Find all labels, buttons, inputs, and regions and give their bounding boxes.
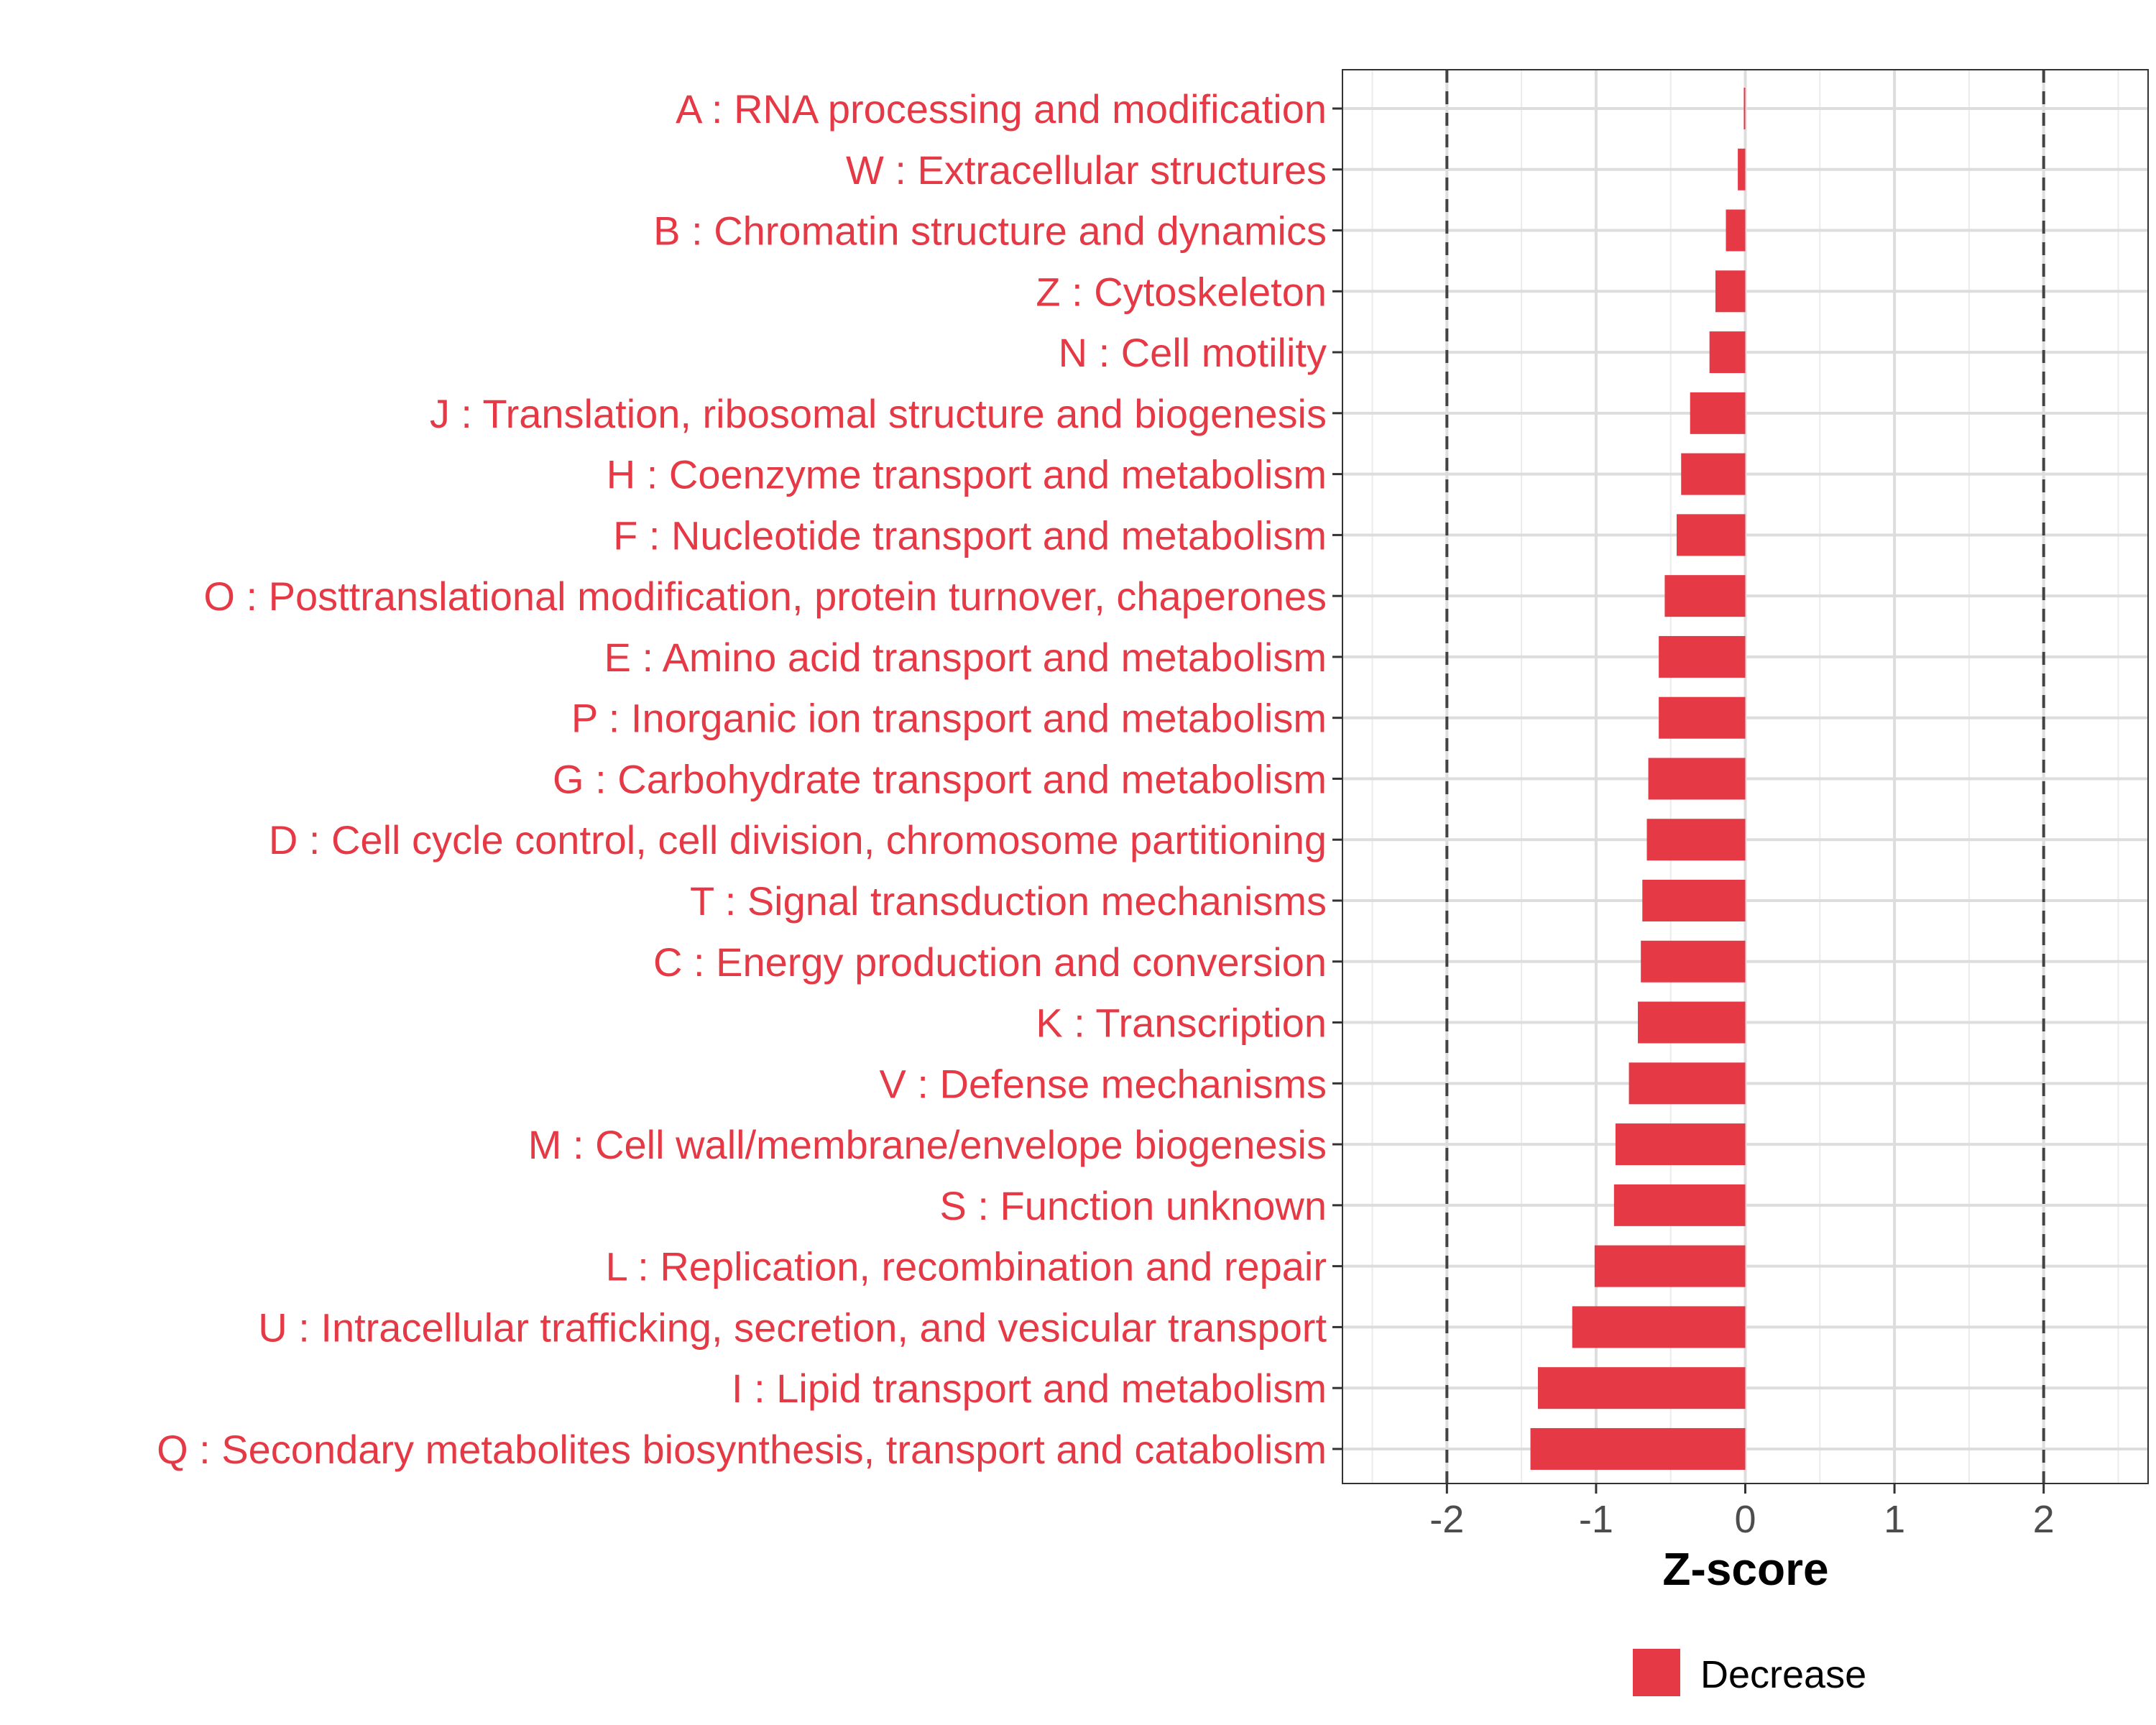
bar	[1738, 148, 1746, 190]
bar	[1659, 696, 1746, 739]
legend: Decrease	[1633, 1649, 1866, 1696]
category-label: G : Carbohydrate transport and metabolis…	[553, 756, 1327, 801]
category-label: C : Energy production and conversion	[653, 939, 1327, 985]
legend-label-decrease: Decrease	[1700, 1653, 1866, 1696]
category-label: P : Inorganic ion transport and metaboli…	[571, 696, 1327, 741]
y-axis-labels: A : RNA processing and modification W : E…	[157, 86, 1327, 1472]
bar	[1709, 331, 1746, 374]
bar	[1641, 940, 1746, 983]
bar	[1726, 209, 1746, 252]
category-label: U : Intracellular trafficking, secretion…	[258, 1305, 1327, 1350]
legend-swatch-decrease	[1633, 1649, 1680, 1696]
category-label: O : Posttranslational modification, prot…	[203, 574, 1327, 619]
category-label: I : Lipid transport and metabolism	[732, 1366, 1327, 1411]
bar	[1594, 1245, 1746, 1287]
category-label: K : Transcription	[1036, 1000, 1327, 1046]
x-tick-label: 0	[1734, 1498, 1756, 1541]
category-label: S : Function unknown	[939, 1183, 1327, 1228]
bar	[1628, 1062, 1746, 1105]
x-tick-label: 1	[1884, 1498, 1905, 1541]
category-label: M : Cell wall/membrane/envelope biogenes…	[528, 1122, 1327, 1167]
bar	[1615, 1123, 1746, 1166]
bar	[1572, 1306, 1746, 1348]
bar	[1681, 453, 1746, 495]
bar	[1638, 1001, 1746, 1044]
bar	[1648, 758, 1746, 800]
bar	[1715, 270, 1746, 313]
bar	[1677, 514, 1746, 556]
x-axis-ticks: -2 -1 0 1 2	[1429, 1484, 2055, 1541]
bar	[1659, 635, 1746, 678]
category-label: A : RNA processing and modification	[676, 86, 1327, 132]
bar	[1642, 880, 1746, 922]
category-label: F : Nucleotide transport and metabolism	[613, 512, 1327, 558]
bar	[1743, 88, 1746, 129]
category-label: H : Coenzyme transport and metabolism	[607, 452, 1327, 497]
y-axis-ticks	[1332, 107, 1342, 1450]
bar	[1690, 392, 1746, 434]
bar	[1537, 1367, 1746, 1409]
category-label: J : Translation, ribosomal structure and…	[430, 391, 1327, 436]
x-tick-label: -2	[1429, 1498, 1464, 1541]
x-tick-label: -1	[1579, 1498, 1613, 1541]
category-label: B : Chromatin structure and dynamics	[653, 208, 1327, 254]
category-label: L : Replication, recombination and repai…	[606, 1244, 1327, 1289]
x-tick-label: 2	[2033, 1498, 2055, 1541]
category-label: D : Cell cycle control, cell division, c…	[269, 817, 1327, 862]
bar	[1613, 1184, 1746, 1226]
category-label: V : Defense mechanisms	[880, 1061, 1327, 1106]
x-axis-title: Z-score	[1662, 1543, 1828, 1595]
bars	[1530, 88, 1746, 1470]
category-label: E : Amino acid transport and metabolism	[604, 635, 1327, 680]
category-label: Q : Secondary metabolites biosynthesis, …	[157, 1427, 1327, 1472]
category-label: N : Cell motility	[1059, 330, 1327, 375]
category-label: Z : Cytoskeleton	[1036, 269, 1327, 314]
bar	[1530, 1427, 1746, 1470]
category-label: T : Signal transduction mechanisms	[690, 878, 1327, 924]
category-label: W : Extracellular structures	[846, 147, 1327, 193]
bar	[1664, 575, 1746, 617]
bar	[1646, 819, 1746, 861]
